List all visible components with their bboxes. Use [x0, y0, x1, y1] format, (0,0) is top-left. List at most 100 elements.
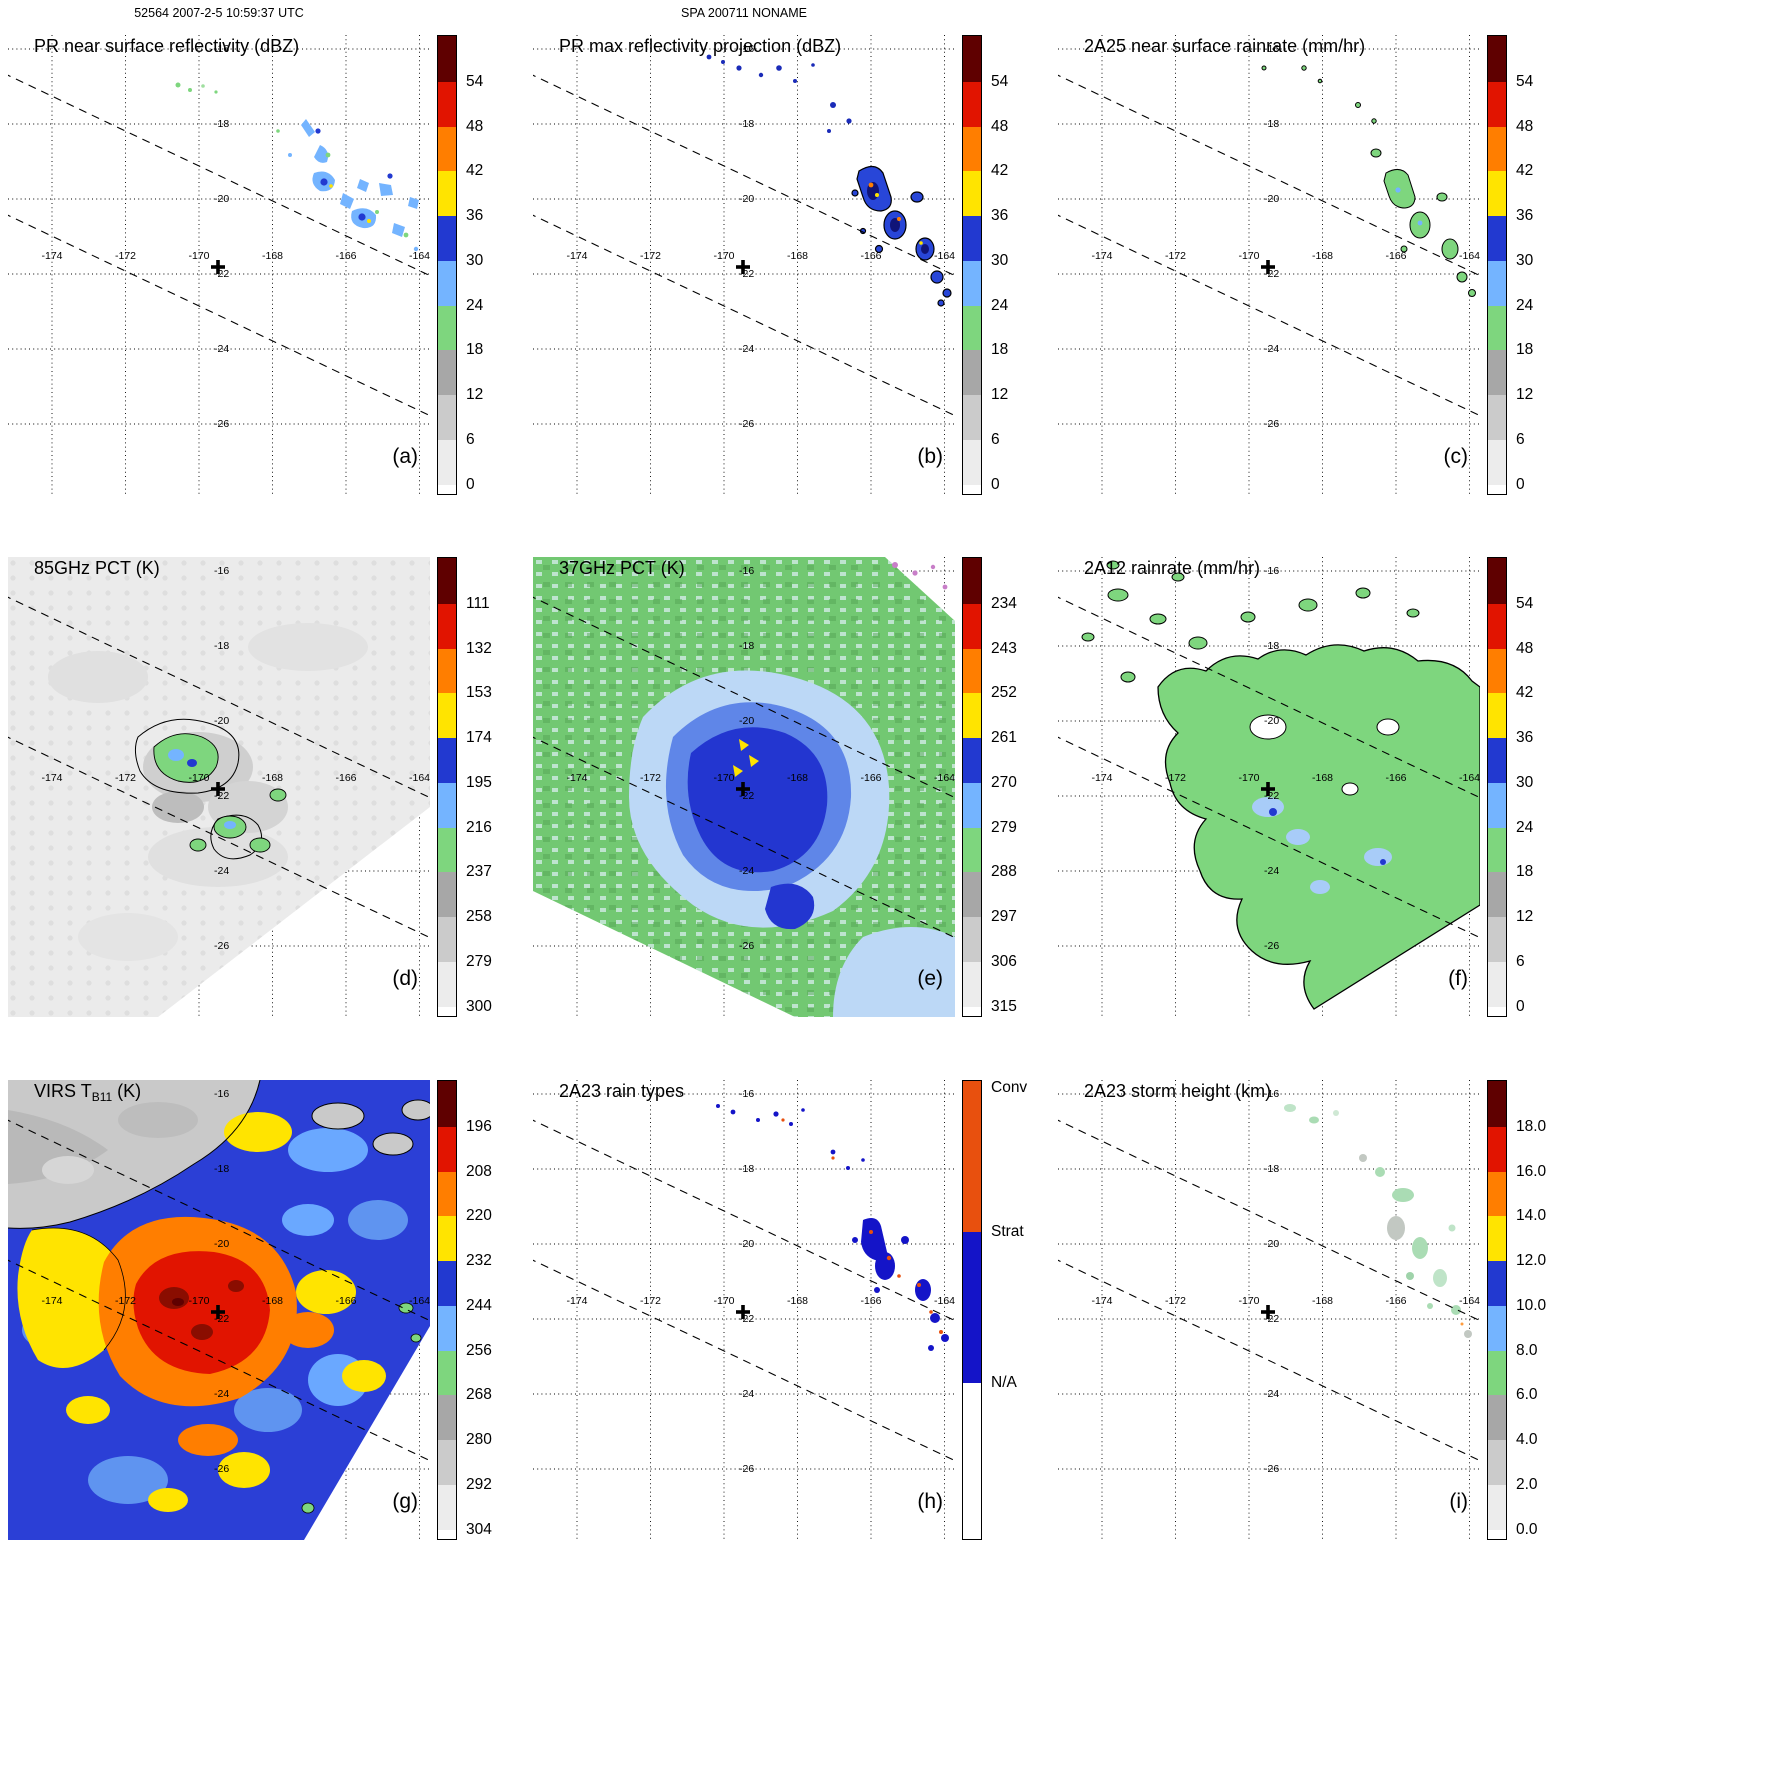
- grid-label: -170: [1238, 1295, 1259, 1307]
- colorbar-segments: [438, 1081, 456, 1539]
- grid-label: -172: [115, 250, 136, 262]
- grid-label: -174: [1091, 250, 1112, 262]
- colorbar-tick-label: 243: [991, 639, 1017, 657]
- grid-label: -24: [214, 1388, 229, 1400]
- grid-label: -170: [188, 250, 209, 262]
- map-a: -174 -172 -170 -168 -166 -164 -16 -18 -20 -22 -24-…: [8, 35, 430, 495]
- colorbar-tick-label: 42: [1516, 684, 1534, 702]
- panel-title: 2A23 storm height (km): [1084, 1081, 1272, 1101]
- colorbar-tick-label: 111: [466, 594, 490, 612]
- grid-label: -168: [262, 772, 283, 784]
- swath-edge-line: [8, 736, 430, 939]
- map-c: -174 -172 -170 -168 -166 -164 -16 -18 -20 -22 -24-…: [1058, 35, 1480, 495]
- colorbar-b: 54 48 42 36 30 24 18 12 6 0: [962, 35, 1008, 495]
- grid-label: -166: [1385, 1295, 1406, 1307]
- colorbar-tick-label: 54: [1516, 594, 1534, 612]
- map-b: -174 -172 -170 -168 -166 -164 -16 -18 -20 -22 -24-…: [533, 35, 955, 495]
- grid-label: -164: [934, 1295, 955, 1307]
- colorbar-segments: [438, 36, 456, 494]
- colorbar-tick-label: 270: [991, 773, 1017, 791]
- colorbar-tick-label: 42: [991, 162, 1009, 180]
- colorbar-tick-label: 196: [466, 1117, 492, 1135]
- grid-label: -20: [1264, 715, 1279, 727]
- grid-label: -164: [934, 772, 955, 784]
- panel-title: 2A25 near surface rainrate (mm/hr): [1084, 36, 1366, 56]
- map-data-f: [1081, 560, 1480, 1010]
- colorbar-tick-label: 279: [991, 818, 1017, 836]
- colorbar-tick-label: 54: [1516, 72, 1534, 90]
- colorbar-tick-label: 42: [466, 162, 484, 180]
- colorbar-tick-label: 36: [1516, 207, 1534, 225]
- panel-title: 85GHz PCT (K): [34, 558, 160, 578]
- colorbar-tick-label: 195: [466, 773, 492, 791]
- colorbar-tick-label: 30: [466, 251, 484, 269]
- scan-id-header: 52564 2007-2-5 10:59:37 UTC: [134, 6, 304, 20]
- grid-label: -174: [566, 250, 587, 262]
- panel-c: -174 -172 -170 -168 -166 -164 -16 -18 -20 -22 -24-…: [1058, 35, 1573, 510]
- panel-title: 2A12 rainrate (mm/hr): [1084, 558, 1261, 578]
- grid-label: -26: [214, 418, 229, 430]
- grid-label: -26: [739, 418, 754, 430]
- panel-a: -174 -172 -170 -168 -166 -164 -16 -18 -20 -22 -24-…: [8, 35, 523, 510]
- colorbar-tick-label: 18: [466, 341, 484, 359]
- colorbar-tick-label: 232: [466, 1252, 492, 1270]
- colorbar-tick-label: 12.0: [1516, 1252, 1547, 1270]
- colorbar-tick-label: 48: [1516, 117, 1534, 135]
- grid-label: -174: [41, 1295, 62, 1307]
- panel-f: -174 -172 -170 -168 -166 -164 -16 -18 -20 -22 -24-…: [1058, 557, 1573, 1032]
- swath-edge-line: [8, 214, 430, 417]
- colorbar-tick-label: 6: [1516, 431, 1525, 449]
- storm-name-header: SPA 200711 NONAME: [681, 6, 807, 20]
- colorbar-segments: [438, 558, 456, 1016]
- colorbar-segments: [1488, 558, 1506, 1016]
- grid-label: -166: [335, 250, 356, 262]
- map-g: -174 -172 -170 -168 -166 -164 -16 -18 -20 -22 -24-…: [8, 1080, 430, 1540]
- grid-label: -16: [214, 565, 229, 577]
- panel-corner-label: (c): [1443, 445, 1469, 468]
- grid-overlay: -174 -172 -170 -168 -166 -164-16-18-20-22-24-…: [8, 43, 430, 430]
- grid-label: -18: [1264, 640, 1279, 652]
- colorbar-tick-label: 18: [1516, 863, 1534, 881]
- grid-label: -16: [739, 565, 754, 577]
- colorbar-segments: [1488, 36, 1506, 494]
- colorbar-tick-label: 14.0: [1516, 1207, 1547, 1225]
- swath-edge-line: [1058, 74, 1480, 277]
- swath-edge-line: [533, 1259, 955, 1462]
- panel-title: VIRS TB11 (K): [34, 1081, 142, 1104]
- colorbar-tick-label: 0.0: [1516, 1520, 1538, 1538]
- colorbar-tick-label: 6: [466, 431, 475, 449]
- colorbar-tick-label: 48: [991, 117, 1009, 135]
- grid-label: -20: [214, 1238, 229, 1250]
- colorbar-tick-label: 300: [466, 997, 492, 1015]
- grid-label: -16: [214, 1088, 229, 1100]
- grid-label: -20: [214, 715, 229, 727]
- colorbar-tick-label: 0: [991, 475, 1000, 493]
- grid-label: -168: [1312, 1295, 1333, 1307]
- swath-edge-line: [533, 214, 955, 417]
- swath-edge-line: [533, 1119, 955, 1322]
- panel-corner-label: (i): [1449, 1490, 1468, 1513]
- colorbar-c: 54 48 42 36 30 24 18 12 6 0: [1487, 35, 1533, 495]
- grid-label: -18: [1264, 1163, 1279, 1175]
- colorbar-tick-label: 244: [466, 1296, 492, 1314]
- grid-overlay: -174 -172 -170 -168 -166 -164-16-18-20-22-24-…: [533, 43, 955, 430]
- grid-label: -172: [115, 1295, 136, 1307]
- grid-label: -20: [214, 193, 229, 205]
- colorbar-segments: [963, 558, 981, 1016]
- grid-label: -24: [214, 343, 229, 355]
- colorbar-tick-label: Conv: [991, 1078, 1028, 1096]
- colorbar-tick-label: 18.0: [1516, 1117, 1547, 1135]
- colorbar-tick-label: 36: [1516, 729, 1534, 747]
- colorbar-segments: [963, 1081, 981, 1539]
- map-data-b: [706, 54, 952, 307]
- map-data-a: [175, 82, 419, 252]
- panel-title: 37GHz PCT (K): [559, 558, 685, 578]
- colorbar-tick-label: 6: [1516, 953, 1525, 971]
- colorbar-tick-label: 174: [466, 729, 492, 747]
- grid-label: -16: [1264, 43, 1279, 55]
- colorbar-tick-label: 12: [991, 386, 1009, 404]
- map-e: -174 -172 -170 -168 -166 -164 -16 -18 -20 -22 -24-…: [533, 557, 955, 1017]
- grid-label: -168: [262, 250, 283, 262]
- colorbar-tick-label: 30: [991, 251, 1009, 269]
- map-data-c: [1261, 65, 1476, 297]
